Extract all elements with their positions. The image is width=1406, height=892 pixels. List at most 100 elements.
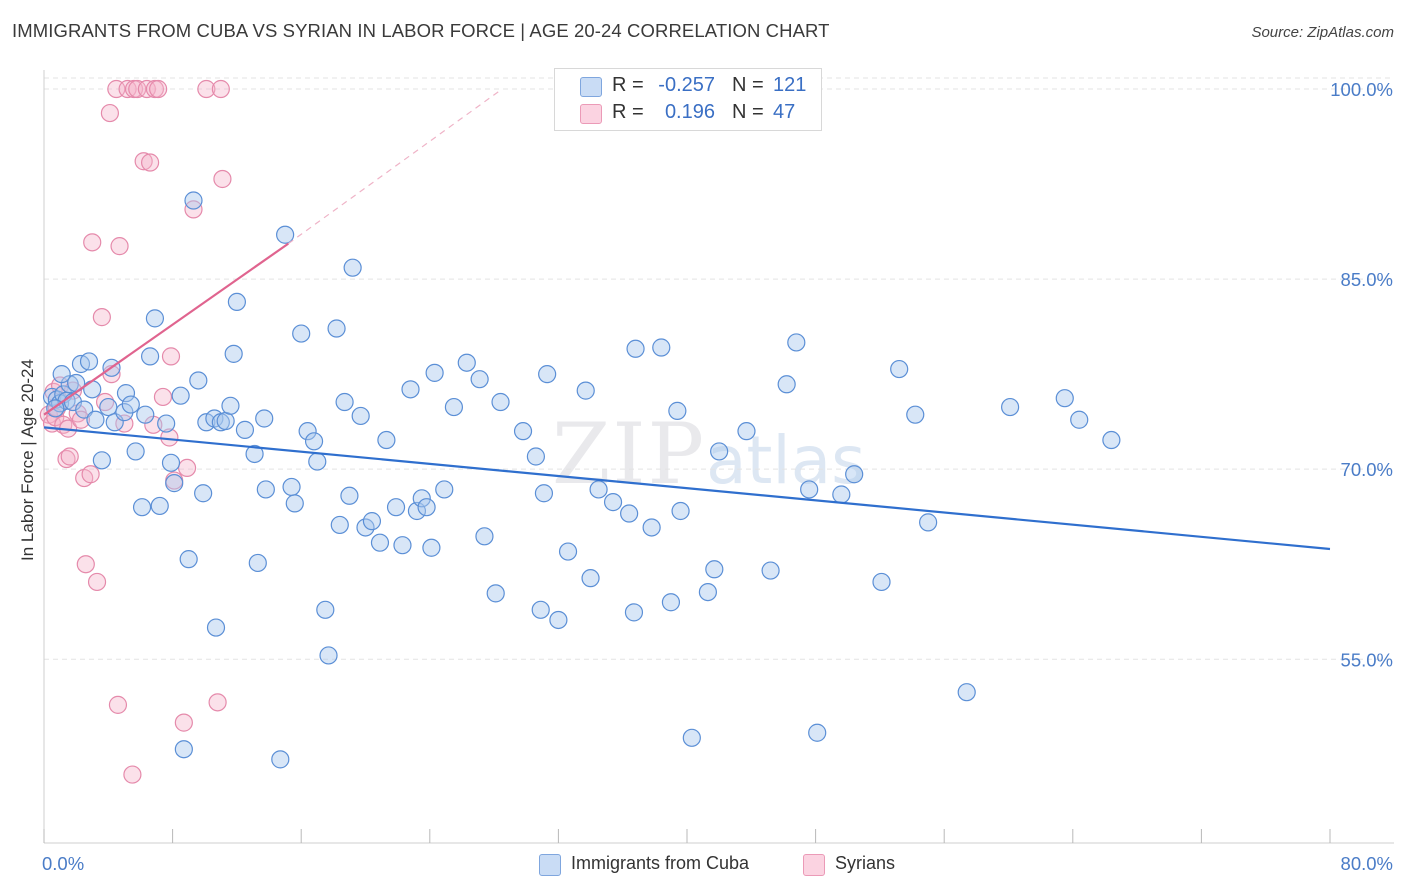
syrian-point xyxy=(211,79,230,99)
cuba-point xyxy=(682,728,701,747)
syrian-point xyxy=(174,713,193,732)
cuba-point xyxy=(327,319,346,338)
cuba-point xyxy=(761,561,780,580)
cuba-point xyxy=(444,397,464,417)
syrian-trend-extension xyxy=(287,88,503,245)
cuba-point xyxy=(425,363,444,382)
cuba-point xyxy=(292,324,311,343)
cuba-point xyxy=(808,723,827,742)
legend-label-cuba: Immigrants from Cuba xyxy=(571,853,750,873)
cuba-point xyxy=(576,381,595,400)
cuba-point xyxy=(624,603,644,622)
cuba-point xyxy=(126,442,145,461)
cuba-point xyxy=(558,542,578,561)
cuba-point xyxy=(1102,430,1121,450)
cuba-point xyxy=(308,452,327,471)
syrian-point xyxy=(95,392,115,412)
cuba-point xyxy=(642,518,661,537)
cuba-point xyxy=(276,225,295,244)
cuba-point xyxy=(526,447,545,466)
legend-swatch-cuba xyxy=(539,854,561,876)
cuba-point xyxy=(83,380,102,399)
cuba-point xyxy=(435,480,454,499)
cuba-point xyxy=(165,474,184,493)
cuba-point xyxy=(491,392,510,412)
stats-row-syrian: R = 0.196 N = 47 xyxy=(555,100,821,128)
cuba-point xyxy=(255,409,274,428)
cuba-point xyxy=(343,258,362,277)
syrian-point xyxy=(87,572,107,592)
cuba-point xyxy=(906,405,925,424)
syrian-point xyxy=(208,693,227,712)
cuba-point xyxy=(136,405,155,424)
legend-label-syrian: Syrians xyxy=(835,853,896,873)
cuba-point xyxy=(652,338,671,357)
cuba-point xyxy=(386,498,406,517)
syrian-point xyxy=(177,458,197,478)
syrian-point xyxy=(128,79,147,99)
cuba-point xyxy=(285,494,304,513)
cuba-point xyxy=(206,618,226,637)
cuba-point xyxy=(362,512,382,531)
cuba-point xyxy=(581,569,600,588)
y-tick-label-3: 55.0% xyxy=(1341,649,1393,670)
syrian-point xyxy=(71,410,91,429)
trend-lines xyxy=(43,88,1331,551)
cuba-point xyxy=(671,501,690,521)
syrian-point xyxy=(110,237,129,256)
cuba-point xyxy=(157,414,176,433)
r-value: 0.196 xyxy=(664,101,715,123)
syrian-points xyxy=(39,79,232,784)
cuba-point xyxy=(777,375,796,394)
chart-title: IMMIGRANTS FROM CUBA VS SYRIAN IN LABOR … xyxy=(12,20,830,41)
syrian-swatch xyxy=(580,104,602,124)
cuba-point xyxy=(256,480,275,499)
cuba-point xyxy=(115,403,134,422)
cuba-point xyxy=(335,392,354,412)
cuba-point xyxy=(194,484,213,503)
syrian-point xyxy=(197,79,216,99)
syrian-point xyxy=(149,79,168,99)
cuba-point xyxy=(475,527,494,546)
cuba-point xyxy=(351,406,370,426)
cuba-point xyxy=(132,498,152,517)
cuba-point xyxy=(800,480,819,499)
cuba-point xyxy=(705,560,724,579)
cuba-swatch xyxy=(580,77,602,97)
cuba-point xyxy=(235,420,255,439)
cuba-points xyxy=(42,191,1121,769)
cuba-point xyxy=(99,397,118,417)
cuba-trend-line xyxy=(43,426,1331,551)
cuba-point xyxy=(1001,397,1020,417)
cuba-point xyxy=(531,600,550,619)
cuba-point xyxy=(661,593,681,612)
cuba-point xyxy=(221,396,240,415)
cuba-point xyxy=(248,553,267,573)
syrian-point xyxy=(76,555,95,574)
cuba-point xyxy=(401,380,420,399)
cuba-point xyxy=(140,347,160,366)
cuba-point xyxy=(92,451,111,470)
cuba-point xyxy=(710,442,729,461)
cuba-point xyxy=(161,453,181,472)
syrian-point xyxy=(161,347,181,366)
cuba-point xyxy=(872,572,891,592)
cuba-point xyxy=(589,480,608,499)
cuba-point xyxy=(86,410,105,429)
cuba-point xyxy=(620,504,639,523)
cuba-point xyxy=(538,365,557,384)
cuba-point xyxy=(174,740,193,759)
correlation-stats-box: R = -0.257 N = 121 R = 0.196 N = 47 xyxy=(554,68,822,131)
r-value: -0.257 xyxy=(658,74,715,96)
syrian-point xyxy=(57,449,76,469)
cuba-point xyxy=(1055,389,1074,408)
cuba-point xyxy=(145,309,165,328)
cuba-point xyxy=(845,465,864,484)
cuba-point xyxy=(626,339,645,358)
cuba-point xyxy=(79,352,99,371)
chart-legend: Immigrants from Cuba Syrians xyxy=(0,851,1406,879)
cuba-point xyxy=(513,422,533,441)
cuba-point xyxy=(698,582,717,602)
cuba-point xyxy=(179,550,198,569)
